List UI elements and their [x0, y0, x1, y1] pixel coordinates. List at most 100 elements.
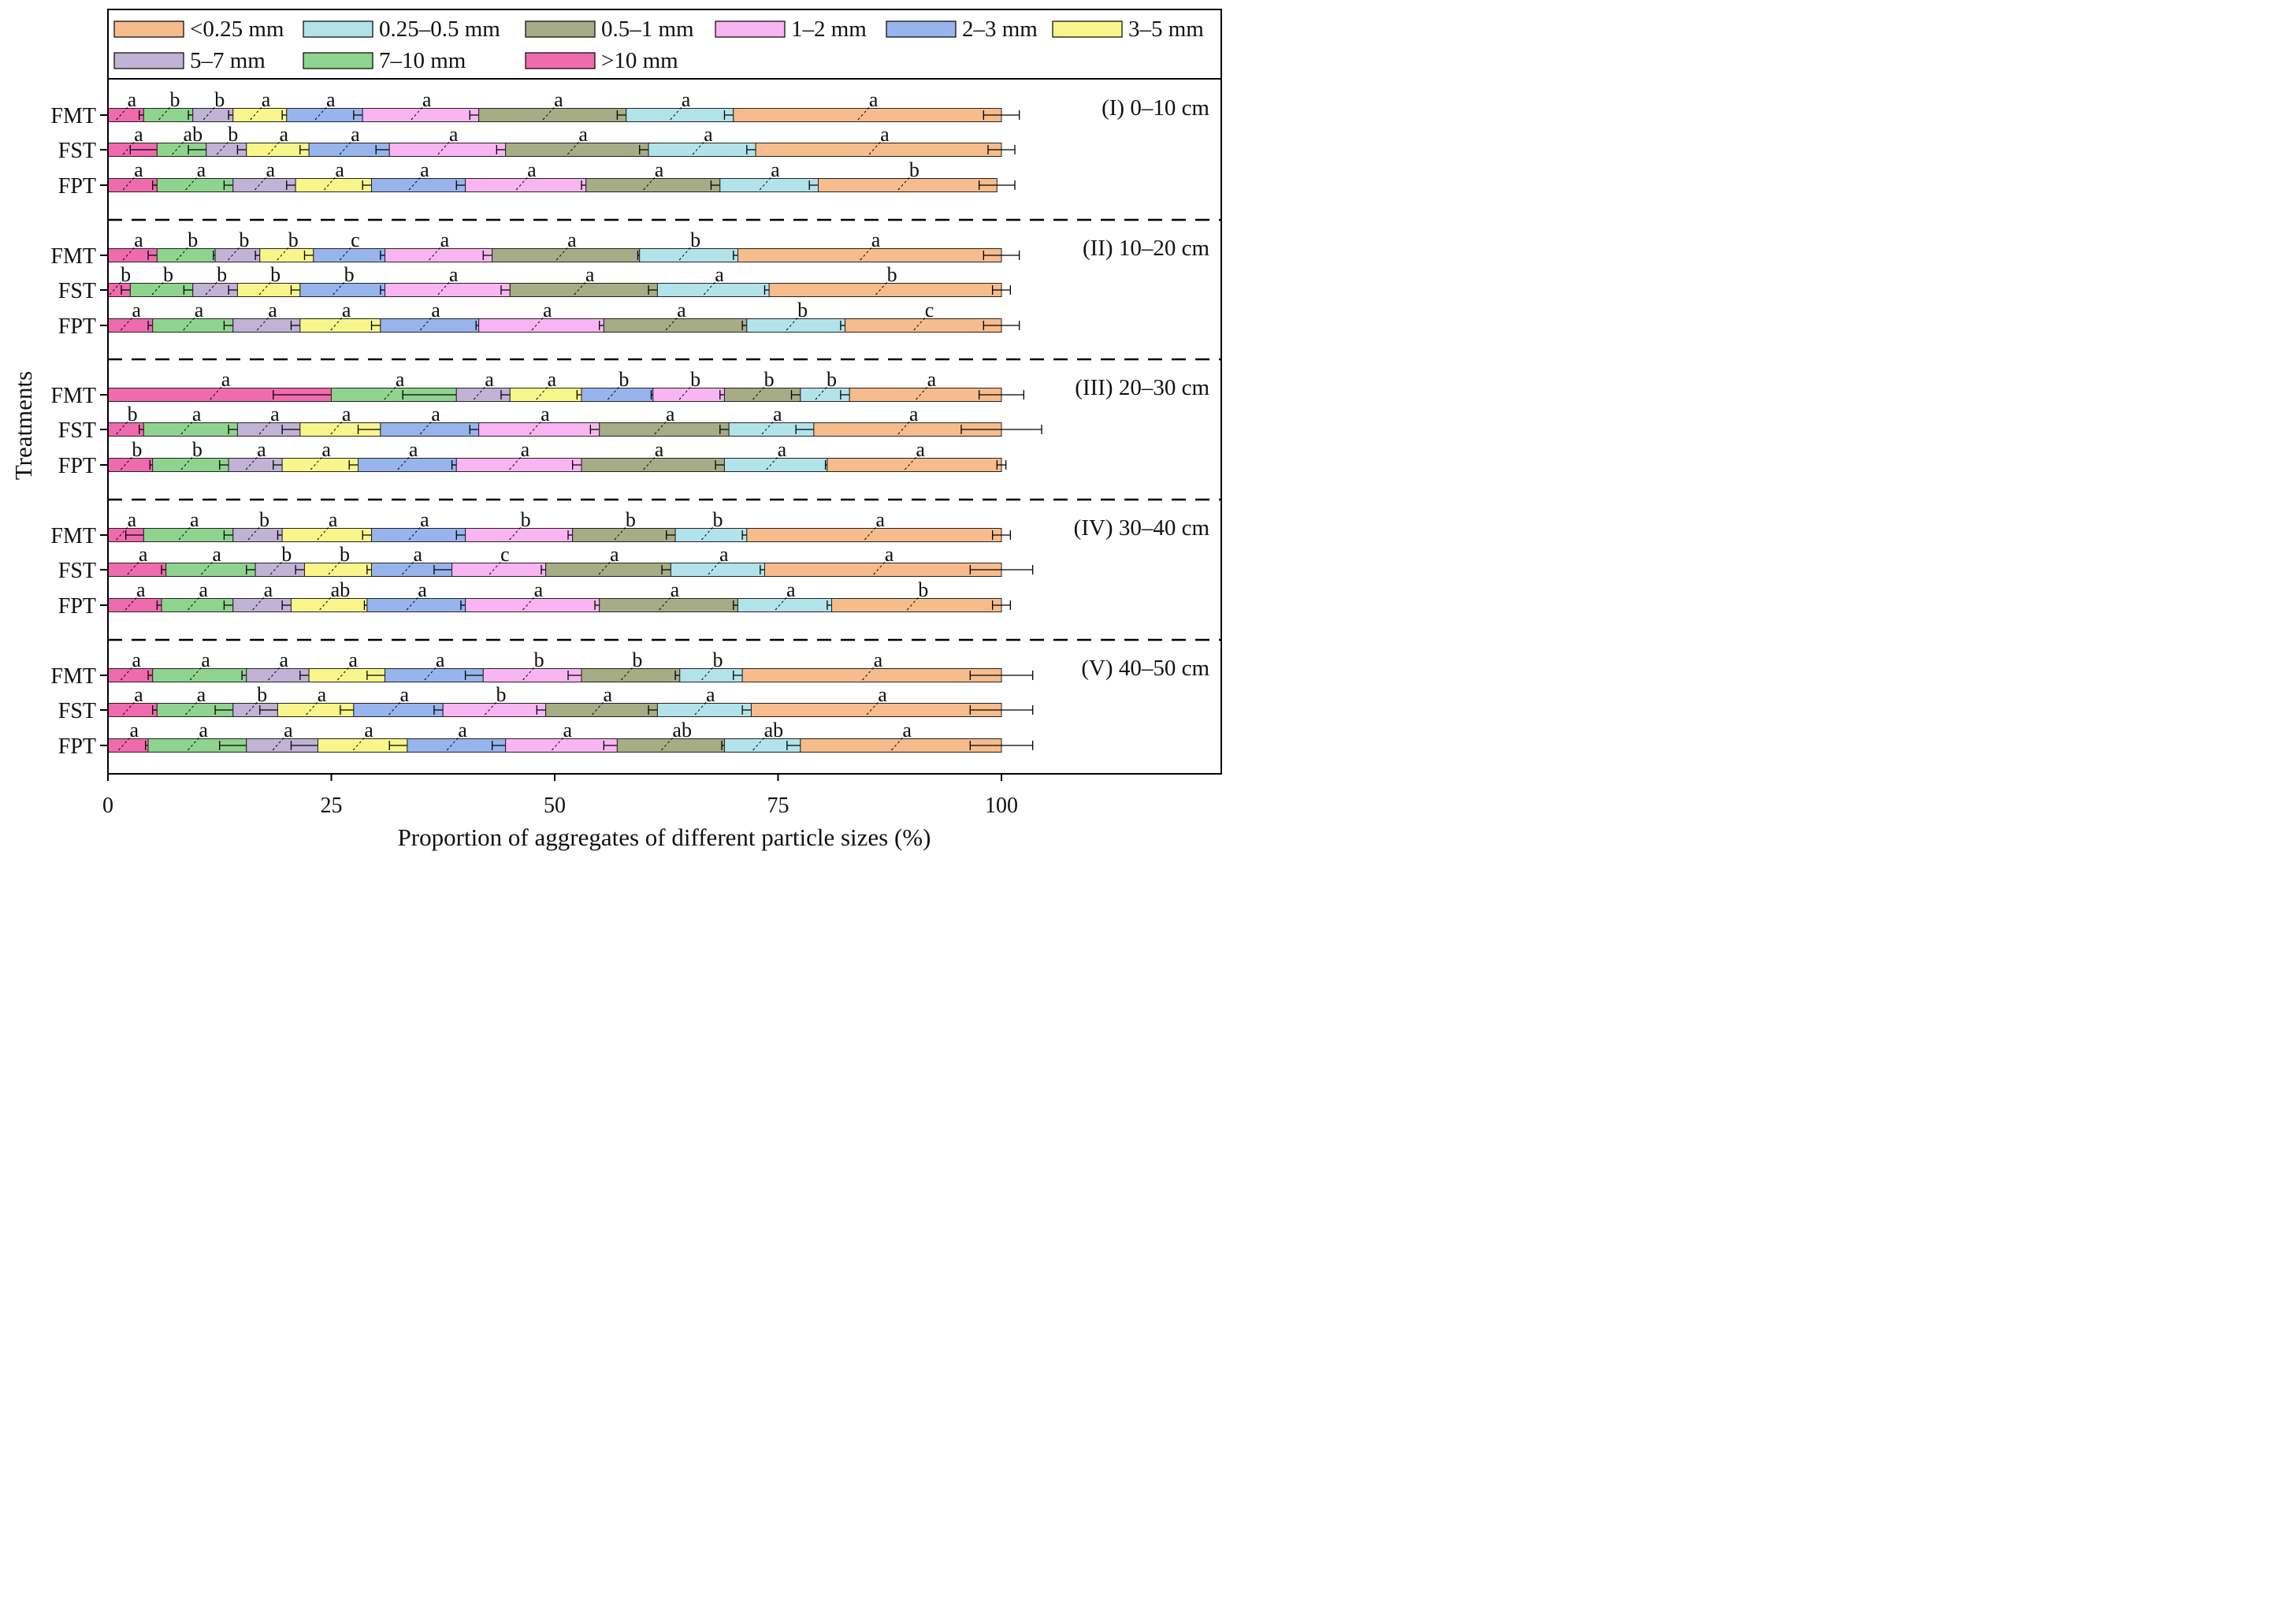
- bar-row-FST: FST a a b b a c a a a: [58, 543, 1034, 583]
- significance-letter: a: [409, 438, 418, 461]
- bar-segment: [214, 248, 261, 262]
- letter-leader: [330, 314, 346, 331]
- significance-letter: a: [279, 123, 288, 146]
- letter-leader: [529, 418, 544, 435]
- legend-item-6-label: 5–7 mm: [190, 48, 266, 73]
- letter-leader: [384, 383, 399, 400]
- bar-segment: [107, 108, 144, 122]
- significance-letter: a: [284, 719, 293, 742]
- significance-letter: a: [655, 438, 664, 461]
- treatment-label: FST: [58, 139, 96, 163]
- x-tick-label-50: 50: [544, 794, 566, 818]
- significance-letter: a: [902, 719, 912, 742]
- bar-segment: [152, 458, 229, 472]
- letter-leader: [124, 593, 140, 611]
- letter-leader: [306, 698, 321, 716]
- bar-segment: [674, 528, 748, 542]
- letter-leader: [336, 663, 352, 681]
- x-tick-label-75: 75: [767, 794, 789, 818]
- letter-leader: [509, 523, 525, 541]
- bar-segment: [295, 178, 373, 192]
- treatment-label: FMT: [50, 244, 96, 269]
- significance-letter: ab: [184, 123, 203, 146]
- bar-segment: [107, 563, 167, 577]
- letter-leader: [659, 593, 674, 611]
- letter-leader: [766, 453, 782, 470]
- letter-leader: [437, 138, 453, 155]
- panel-label: (II) 10–20 cm: [1083, 236, 1210, 261]
- letter-leader: [116, 523, 132, 541]
- letter-leader: [485, 698, 500, 716]
- letter-leader: [866, 698, 882, 716]
- significance-letter: a: [885, 543, 894, 566]
- letter-leader: [250, 103, 266, 121]
- bar-segment: [581, 668, 681, 682]
- significance-letter: a: [364, 719, 373, 742]
- stacked-bar-chart: <0.25 mm 0.25–0.5 mm 0.5–1 mm 1–2 mm 2–3 mm 3…: [9, 9, 1222, 851]
- letter-leader: [122, 138, 138, 155]
- letter-leader: [402, 558, 417, 575]
- letter-leader: [205, 278, 221, 295]
- bar-segment: [161, 598, 234, 612]
- letter-leader: [592, 698, 607, 716]
- bar-segment: [746, 318, 846, 333]
- legend-item-5-swatch: [1052, 20, 1123, 38]
- bar-segment: [107, 178, 158, 192]
- x-tick-label-0: 0: [102, 794, 113, 818]
- significance-letter: a: [440, 229, 450, 251]
- letter-leader: [703, 278, 719, 295]
- bar-segment: [719, 178, 819, 192]
- treatment-label: FMT: [50, 104, 96, 128]
- bar-segment: [545, 703, 658, 717]
- significance-letter: a: [318, 683, 327, 706]
- letter-leader: [542, 103, 558, 121]
- letter-leader: [864, 523, 879, 541]
- letter-leader: [752, 734, 768, 751]
- bar-segment: [509, 388, 582, 402]
- letter-leader: [607, 383, 622, 400]
- bar-segment: [626, 108, 734, 122]
- significance-letter: b: [128, 403, 138, 426]
- significance-letter: b: [918, 578, 928, 601]
- significance-letter: a: [139, 543, 148, 566]
- bar-segment: [505, 143, 649, 157]
- bar-segment: [652, 388, 725, 402]
- significance-letter: a: [554, 88, 563, 111]
- significance-letter: a: [715, 263, 724, 286]
- letter-leader: [509, 453, 525, 470]
- legend-item-2-label: 0.5–1 mm: [601, 17, 694, 42]
- letter-leader: [116, 418, 132, 435]
- significance-letter: b: [257, 683, 267, 706]
- bar-segment: [656, 283, 770, 297]
- significance-letter: a: [786, 578, 796, 601]
- significance-letter: a: [197, 683, 206, 706]
- bar-row-FST: FST b a a a a a a a a: [58, 403, 1042, 443]
- letter-leader: [252, 593, 267, 611]
- bar-row-FMT: FMT a a a a a b b b a: [50, 649, 1034, 689]
- letter-leader: [317, 523, 333, 541]
- letter-leader: [621, 663, 636, 681]
- bar-segment: [733, 108, 1002, 122]
- letter-leader: [775, 593, 790, 611]
- bar-segment: [755, 143, 1002, 157]
- legend-item-2-swatch: [525, 20, 596, 38]
- bar-row-FPT: FPT a a a a a a a b c: [58, 299, 1020, 339]
- treatment-label: FPT: [58, 734, 96, 759]
- bar-segment: [143, 528, 234, 542]
- bar-segment: [737, 598, 833, 612]
- bar-segment: [107, 668, 154, 682]
- legend-item-6-swatch: [113, 52, 184, 69]
- letter-leader: [122, 698, 138, 716]
- letter-leader: [277, 243, 292, 261]
- significance-letter: b: [270, 263, 280, 286]
- bar-segment: [509, 283, 658, 297]
- significance-letter: b: [712, 649, 723, 671]
- significance-letter: a: [201, 649, 210, 671]
- bar-segment: [366, 598, 466, 612]
- bar-row-FST: FST a a b a a b a a a: [58, 683, 1034, 723]
- significance-letter: a: [610, 543, 619, 566]
